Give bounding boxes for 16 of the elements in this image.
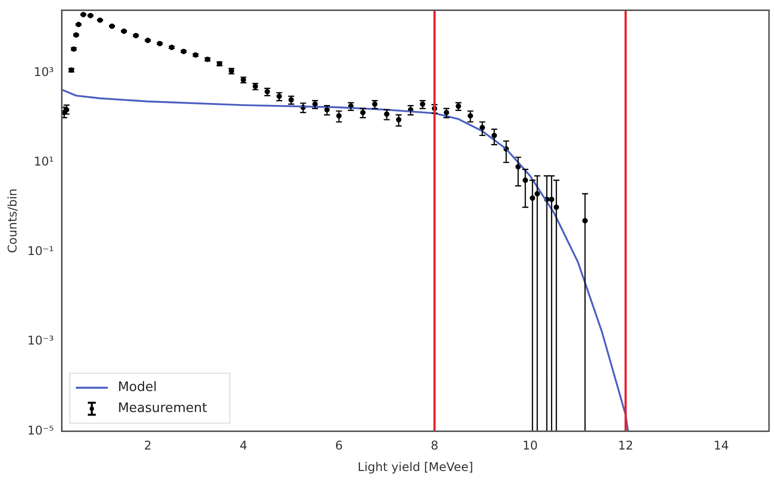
x-tick-label: 4 — [240, 438, 248, 453]
legend-label: Model — [118, 380, 157, 396]
x-axis-title: Light yield [MeVee] — [358, 460, 474, 474]
y-tick-label: 10⁻¹ — [27, 244, 54, 258]
y-tick-label: 10³ — [34, 64, 54, 79]
x-tick-label: 6 — [335, 438, 343, 453]
y-axis-title: Counts/bin — [5, 188, 20, 253]
x-tick-label: 14 — [714, 438, 729, 453]
y-tick-label: 10¹ — [34, 154, 54, 169]
y-tick-label: 10⁻³ — [27, 334, 54, 348]
y-tick-label: 10⁻⁵ — [27, 423, 54, 438]
x-tick-label: 12 — [618, 438, 634, 453]
x-tick-label: 10 — [522, 438, 538, 453]
x-tick-label: 8 — [430, 438, 438, 453]
x-tick-label: 2 — [144, 438, 152, 453]
legend-label: Measurement — [118, 401, 208, 416]
